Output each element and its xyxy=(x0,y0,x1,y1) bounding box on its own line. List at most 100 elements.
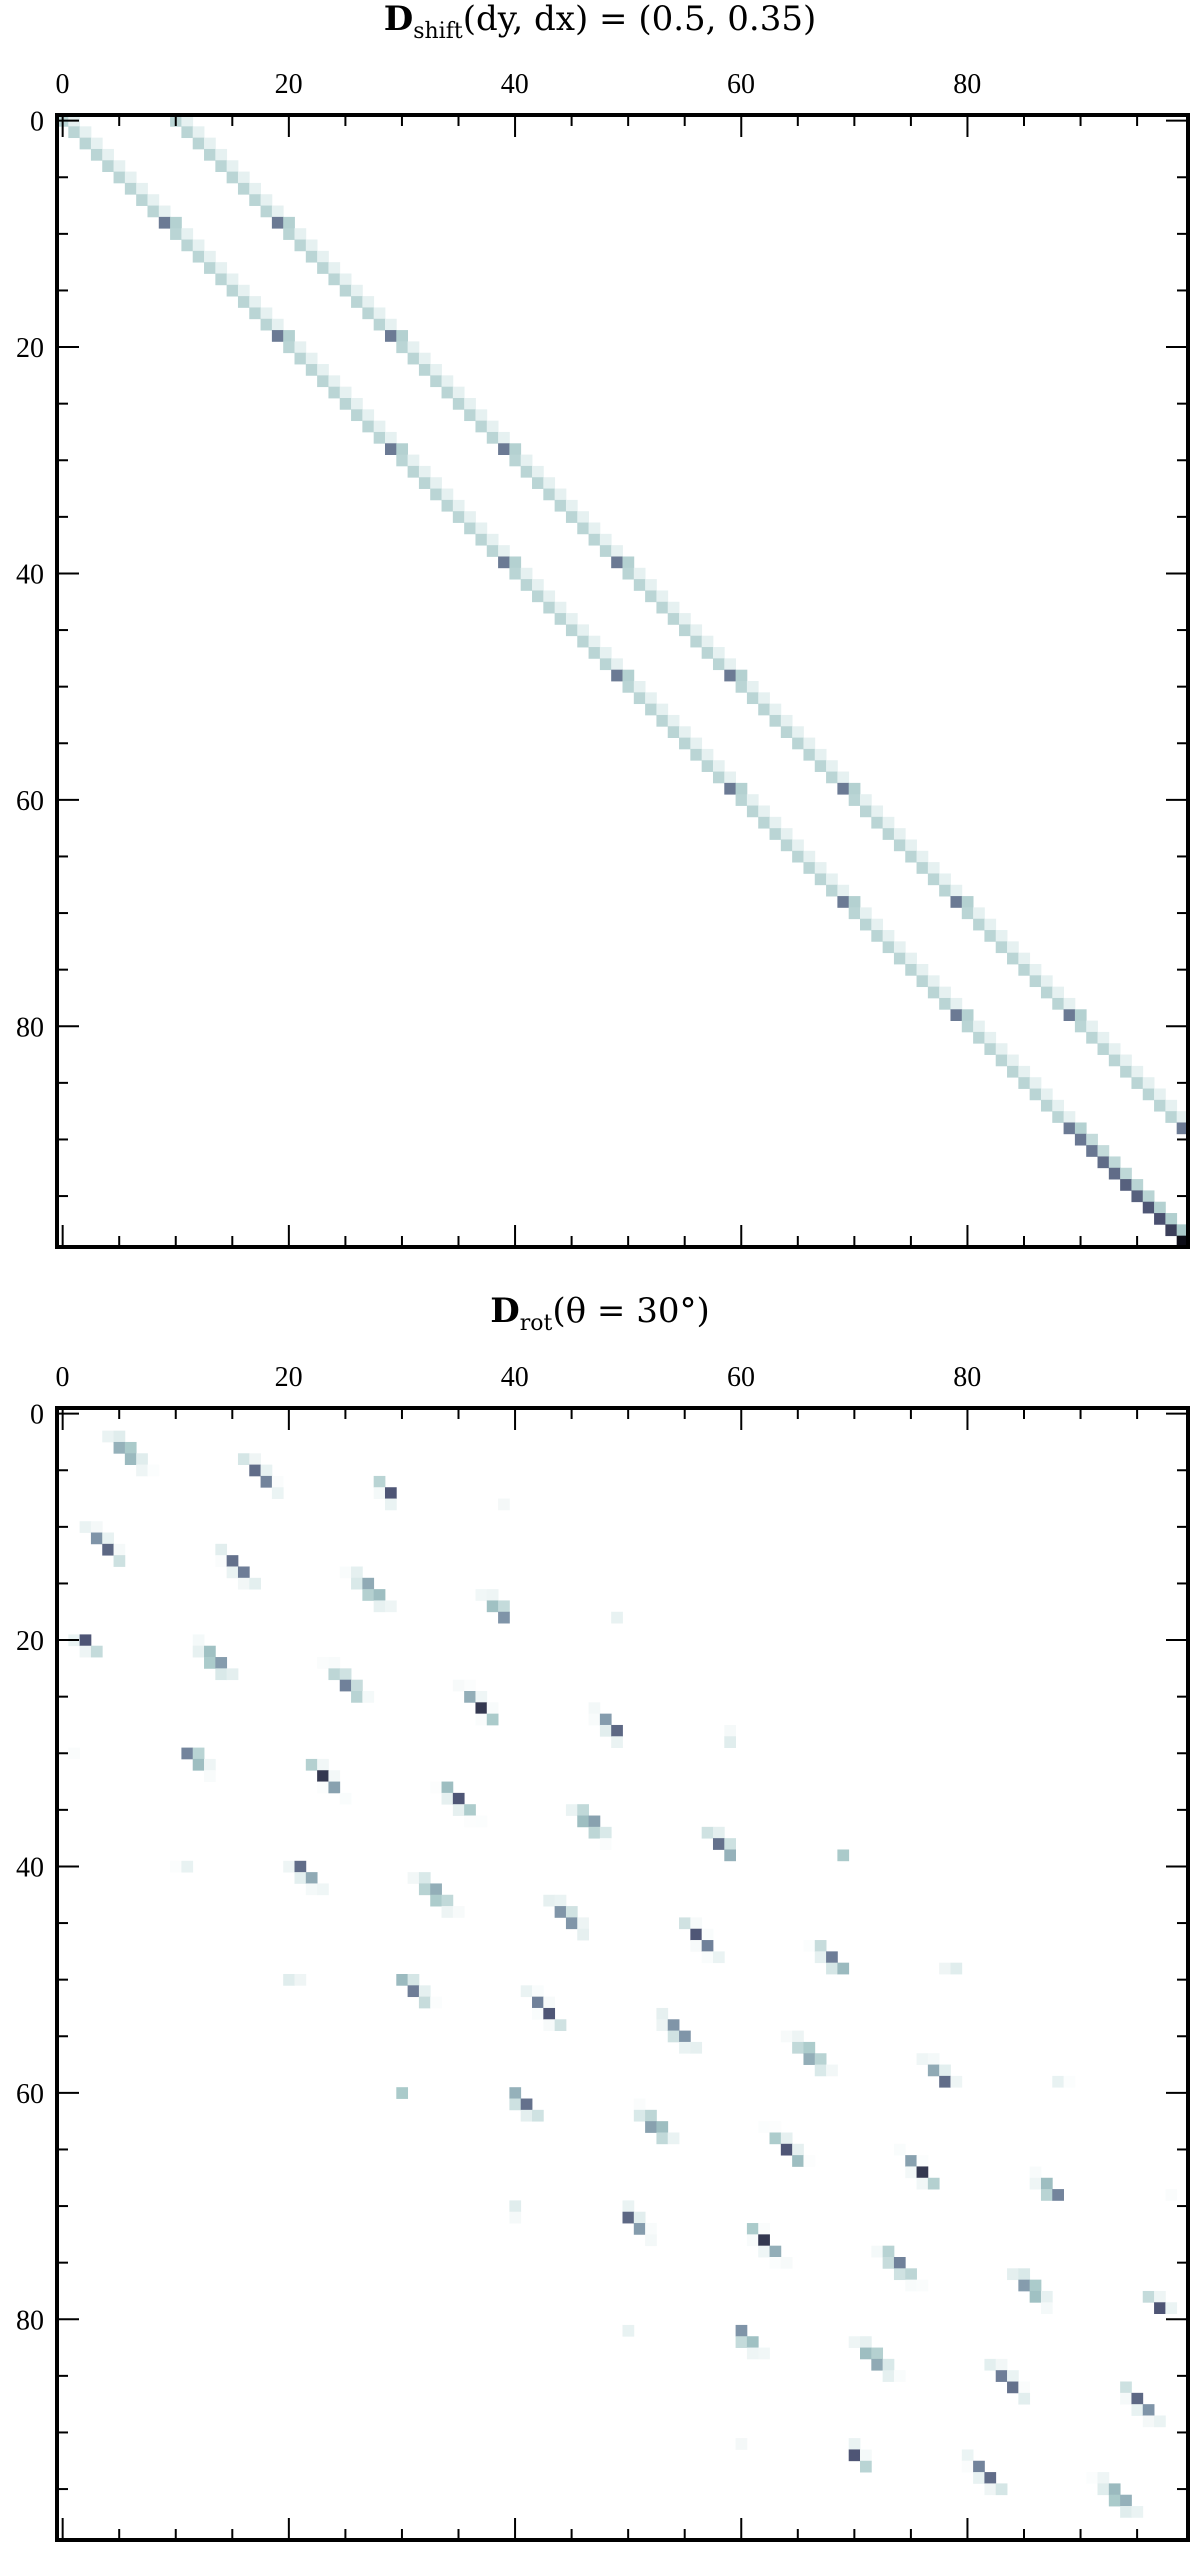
heatmap-cell xyxy=(599,1826,612,1839)
heatmap-cell xyxy=(916,2279,929,2292)
heatmap-cell xyxy=(826,873,838,886)
heatmap-cell xyxy=(735,2336,748,2348)
heatmap-cell xyxy=(317,262,329,274)
heatmap-cell xyxy=(305,239,318,252)
heatmap-cell xyxy=(486,1589,499,1601)
heatmap-cell xyxy=(317,375,329,388)
heatmap-cell xyxy=(102,1543,114,1556)
y-tick-label: 40 xyxy=(16,560,44,591)
heatmap-cell xyxy=(1142,2415,1155,2428)
heatmap-cell xyxy=(90,1645,103,1658)
heatmap-cell xyxy=(995,941,1008,954)
heatmap-cell xyxy=(384,330,397,342)
heatmap-cell xyxy=(905,952,917,965)
heatmap-cell xyxy=(656,2132,669,2145)
heatmap-cell xyxy=(882,816,895,829)
y-axis-tick-labels: 0 20 40 60 80 xyxy=(16,107,44,1044)
heatmap-cell xyxy=(916,2053,929,2065)
heatmap-cell xyxy=(746,794,759,806)
x-tick-label: 40 xyxy=(501,69,529,100)
heatmap-cell xyxy=(588,533,601,546)
heatmap-cell xyxy=(237,1453,250,1465)
heatmap-cell xyxy=(939,884,951,897)
heatmap-cell xyxy=(633,2098,646,2111)
heatmap-cell xyxy=(1154,2290,1166,2303)
heatmap-cell xyxy=(464,522,476,535)
heatmap-cell xyxy=(701,748,714,761)
heatmap-cell xyxy=(588,1815,601,1828)
heatmap-cell xyxy=(226,160,239,172)
heatmap-cell xyxy=(927,975,940,988)
heatmap-cell xyxy=(1029,1077,1042,1089)
heatmap-cell xyxy=(611,545,623,557)
heatmap-cell xyxy=(927,873,940,886)
heatmap-cell xyxy=(769,816,782,829)
heatmap-cell xyxy=(939,2064,951,2077)
heatmap-cell xyxy=(373,318,386,331)
heatmap-cell xyxy=(351,1691,363,1703)
axis-ticks xyxy=(57,1408,1188,2540)
heatmap-cell xyxy=(554,1906,567,1918)
heatmap-cell xyxy=(384,431,397,444)
heatmap-cell xyxy=(814,873,827,886)
heatmap-cell xyxy=(746,2336,759,2348)
heatmap-cell xyxy=(645,2121,657,2133)
heatmap-cell xyxy=(396,443,409,455)
heatmap-cell xyxy=(520,454,533,467)
heatmap-cell xyxy=(452,386,465,399)
heatmap-cell xyxy=(622,2324,635,2337)
heatmap-cell xyxy=(577,511,589,523)
heatmap-cell xyxy=(328,375,341,388)
heatmap-cell xyxy=(520,579,533,591)
heatmap-cell xyxy=(1040,975,1053,988)
heatmap-cell xyxy=(735,681,748,693)
heatmap-cell xyxy=(158,205,171,218)
heatmap-cell xyxy=(90,137,103,150)
heatmap-cell xyxy=(939,2075,951,2088)
heatmap-cell xyxy=(1176,1235,1189,1248)
heatmap-cell xyxy=(950,2075,963,2088)
heatmap-cell xyxy=(283,1974,295,1986)
heatmap-cell xyxy=(204,1657,216,1669)
heatmap-cell xyxy=(430,1894,442,1907)
heatmap-cell xyxy=(328,1781,341,1794)
x-tick-label: 20 xyxy=(275,1362,303,1393)
heatmap-cell xyxy=(848,782,861,795)
heatmap-cell xyxy=(939,1962,951,1975)
heatmap-cell xyxy=(294,1872,307,1884)
heatmap-cell xyxy=(871,2358,884,2371)
heatmap-cell xyxy=(961,896,974,908)
heatmap-cell xyxy=(1029,975,1042,988)
heatmap-cell xyxy=(362,1691,375,1703)
heatmap-cell xyxy=(724,1849,736,1862)
heatmap-cell xyxy=(237,1566,250,1579)
heatmap-cell xyxy=(973,1020,985,1033)
heatmap-cell xyxy=(328,273,341,286)
heatmap-cell xyxy=(464,409,476,422)
heatmap-cell xyxy=(1040,986,1053,999)
heatmap-cell xyxy=(995,2370,1008,2382)
heatmap-cell xyxy=(1074,1009,1087,1021)
heatmap-cell xyxy=(893,2257,906,2269)
heatmap-cell xyxy=(577,1815,589,1828)
heatmap-cell xyxy=(565,1917,578,1930)
heatmap-cell xyxy=(565,1906,578,1918)
heatmap-cell xyxy=(860,805,872,818)
heatmap-cell xyxy=(882,2370,895,2382)
heatmap-cell xyxy=(1165,2189,1178,2201)
heatmap-cell xyxy=(430,375,442,388)
heatmap-cell xyxy=(860,907,872,920)
heatmap-cell xyxy=(464,511,476,523)
heatmap-cell xyxy=(1131,1179,1144,1191)
heatmap-cell xyxy=(486,431,499,444)
heatmap-cell xyxy=(305,352,318,365)
heatmap-cell xyxy=(113,1543,126,1556)
heatmap-cell xyxy=(1120,1179,1132,1191)
heatmap-cell xyxy=(1131,2506,1144,2518)
x-tick-label: 20 xyxy=(275,69,303,100)
panel-title: Dshift(dy, dx) = (0.5, 0.35) xyxy=(384,0,817,44)
heatmap-cell xyxy=(893,828,906,840)
heatmap-cell xyxy=(532,2109,544,2122)
heatmap-cell xyxy=(486,533,499,546)
heatmap-cell xyxy=(1086,1031,1098,1044)
